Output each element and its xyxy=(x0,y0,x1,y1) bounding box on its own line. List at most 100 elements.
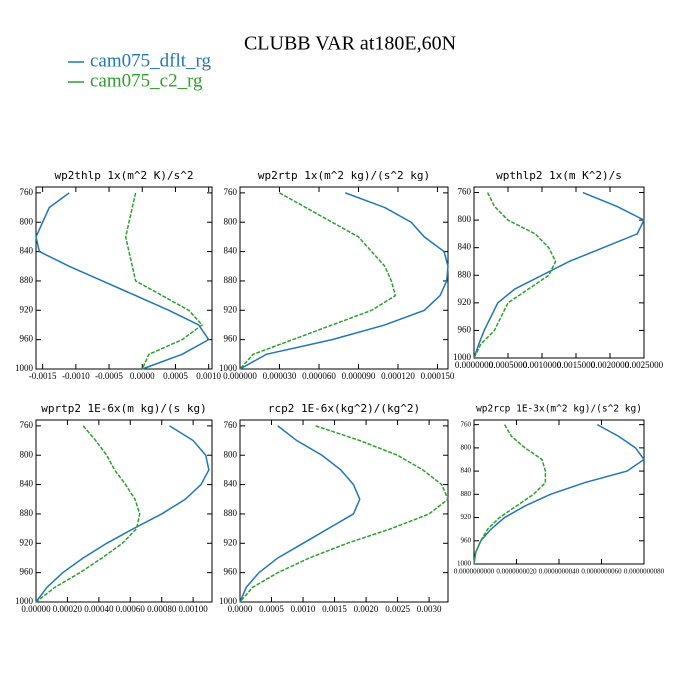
profile-line xyxy=(473,191,646,359)
legend-label: cam075_c2_rg xyxy=(90,70,203,91)
y-tick-label: 960 xyxy=(458,324,472,334)
y-tick-label: 1000 xyxy=(219,596,238,606)
profile-line xyxy=(473,423,646,565)
x-tick-label: 0.0020 xyxy=(354,604,379,614)
y-tick-label: 920 xyxy=(224,537,238,547)
x-tick-label: 0.00060 xyxy=(116,604,146,614)
x-tick-label: 0.0010 xyxy=(291,604,316,614)
y-tick-label: 1000 xyxy=(219,363,238,373)
x-tick-label: 0.0000000080 xyxy=(624,568,665,576)
x-tick-label: 0.000000 xyxy=(223,371,257,381)
y-tick-label: 760 xyxy=(224,420,238,430)
x-tick-label: 0.00100 xyxy=(179,604,209,614)
y-tick-label: 840 xyxy=(20,246,34,256)
panel-title: wprtp2 1E-6x(m kg)/(s kg) xyxy=(41,402,207,415)
plot-frame xyxy=(35,419,213,603)
x-tick-label: 0.000030 xyxy=(263,371,297,381)
y-tick-label: 880 xyxy=(458,269,472,279)
y-tick-label: 1000 xyxy=(15,596,34,606)
y-tick-label: 760 xyxy=(461,420,472,428)
y-tick-label: 840 xyxy=(458,242,472,252)
profile-line xyxy=(35,192,210,370)
x-tick-label: 0.0005 xyxy=(259,604,284,614)
y-tick-label: 800 xyxy=(20,449,34,459)
y-tick-label: 840 xyxy=(20,479,34,489)
y-tick-label: 880 xyxy=(224,508,238,518)
y-tick-label: 760 xyxy=(20,187,34,197)
y-tick-label: 840 xyxy=(224,246,238,256)
x-tick-label: 0.00020 xyxy=(53,604,83,614)
panel-title: rcp2 1E-6x(kg^2)/(kg^2) xyxy=(268,402,420,415)
y-tick-label: 1000 xyxy=(15,363,34,373)
x-tick-label: 0.00080 xyxy=(147,604,177,614)
x-tick-label: -0.0010 xyxy=(62,371,90,381)
profile-line xyxy=(239,192,449,370)
y-tick-label: 920 xyxy=(20,537,34,547)
y-tick-label: 960 xyxy=(224,334,238,344)
y-tick-label: 840 xyxy=(461,467,472,475)
profile-line xyxy=(239,192,397,370)
y-tick-label: 800 xyxy=(461,443,472,451)
profile-line xyxy=(35,425,210,603)
plot-frame xyxy=(239,419,449,603)
profile-line xyxy=(124,192,204,370)
x-tick-label: 0.0015000 xyxy=(557,360,596,370)
y-tick-label: 760 xyxy=(224,187,238,197)
panel-title: wp2thlp 1x(m^2 K)/s^2 xyxy=(54,169,193,182)
y-tick-label: 800 xyxy=(224,216,238,226)
profile-line xyxy=(35,425,141,603)
x-tick-label: 0.0020000 xyxy=(591,360,630,370)
x-tick-label: 0.0000000 xyxy=(455,360,494,370)
figure-title: CLUBB VAR at180E,60N xyxy=(244,33,456,55)
x-tick-label: 0.000150 xyxy=(421,371,455,381)
y-tick-label: 920 xyxy=(461,513,472,521)
x-tick-label: 0.0010 xyxy=(196,371,221,381)
y-tick-label: 760 xyxy=(458,187,472,197)
x-tick-label: 0.0000000060 xyxy=(581,568,622,576)
y-tick-label: 880 xyxy=(20,508,34,518)
y-tick-label: 800 xyxy=(458,214,472,224)
x-tick-label: 0.000090 xyxy=(342,371,376,381)
y-tick-label: 920 xyxy=(20,304,34,314)
x-tick-label: 0.0010000 xyxy=(523,360,562,370)
x-tick-label: 0.0000000020 xyxy=(496,568,537,576)
x-tick-label: 0.0000000040 xyxy=(539,568,580,576)
y-tick-label: 1000 xyxy=(457,560,472,568)
x-tick-label: 0.0015 xyxy=(322,604,347,614)
y-tick-label: 800 xyxy=(224,449,238,459)
x-tick-label: 0.0005000 xyxy=(489,360,528,370)
plot-frame xyxy=(473,186,645,359)
x-tick-label: -0.0015 xyxy=(29,371,57,381)
x-tick-label: 0.0000 xyxy=(228,604,253,614)
x-tick-label: 0.000060 xyxy=(302,371,336,381)
profile-line xyxy=(239,425,449,603)
y-tick-label: 960 xyxy=(20,334,34,344)
y-tick-label: 920 xyxy=(224,304,238,314)
x-tick-label: 0.0005 xyxy=(163,371,188,381)
y-tick-label: 880 xyxy=(20,275,34,285)
x-tick-label: -0.0005 xyxy=(95,371,123,381)
x-tick-label: 0.0000 xyxy=(130,371,155,381)
plot-frame xyxy=(239,186,449,370)
profile-line xyxy=(239,425,361,603)
profile-line xyxy=(473,424,547,565)
y-tick-label: 960 xyxy=(20,567,34,577)
y-tick-label: 800 xyxy=(20,216,34,226)
y-tick-label: 960 xyxy=(224,567,238,577)
x-tick-label: 0.0025000 xyxy=(625,360,664,370)
y-tick-label: 840 xyxy=(224,479,238,489)
panel-title: wp2rtp 1x(m^2 kg)/(s^2 kg) xyxy=(258,169,430,182)
y-tick-label: 920 xyxy=(458,297,472,307)
x-tick-label: 0.0030 xyxy=(417,604,442,614)
x-tick-label: 0.00000 xyxy=(21,604,51,614)
y-tick-label: 880 xyxy=(461,490,472,498)
legend-label: cam075_dflt_rg xyxy=(90,50,212,71)
x-tick-label: 0.0025 xyxy=(385,604,410,614)
panel-title: wp2rcp 1E-3x(m^2 kg)/(s^2 kg) xyxy=(476,404,642,415)
plot-frame xyxy=(35,186,213,370)
y-tick-label: 880 xyxy=(224,275,238,285)
x-tick-label: 0.00040 xyxy=(84,604,114,614)
profile-line xyxy=(473,192,557,359)
